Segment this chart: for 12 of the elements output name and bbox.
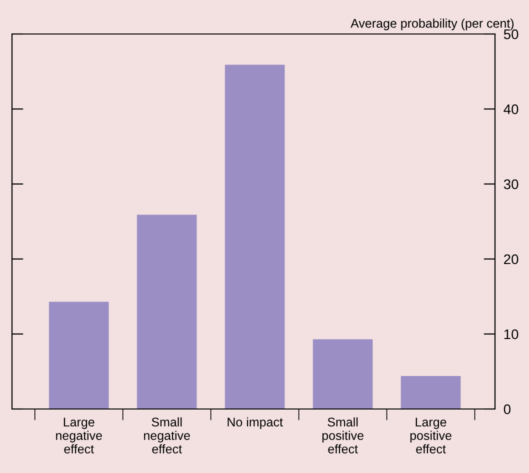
x-tick-label: Small positive effect (322, 417, 364, 454)
y-tick-label: 0 (504, 404, 511, 414)
y-tick-label: 10 (504, 329, 518, 340)
y-tick-label: 20 (504, 254, 518, 264)
x-tick-label: Small negative effect (144, 417, 190, 454)
y-tick-label: 30 (504, 179, 518, 190)
x-tick-label: Large positive effect (410, 418, 452, 454)
y-tick-label: 40 (504, 104, 518, 114)
y-axis-title: Average probability (per cent) (350, 18, 514, 30)
x-tick-label: Large negative effect (56, 418, 102, 454)
x-tick-label: No impact (228, 417, 283, 429)
y-tick-label: 50 (504, 29, 518, 40)
